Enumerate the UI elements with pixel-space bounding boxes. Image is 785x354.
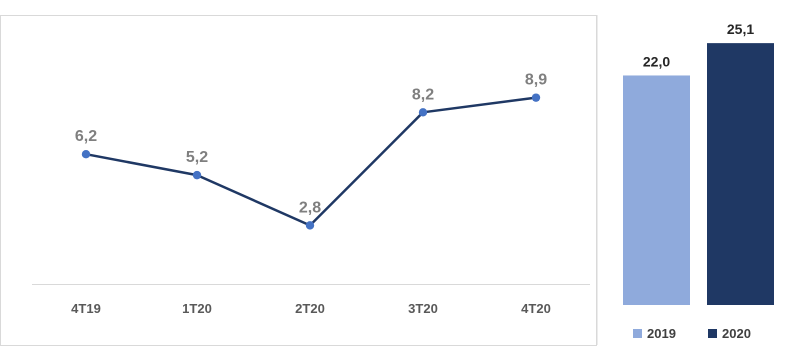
- legend-swatch-2019: [633, 329, 642, 338]
- line-data-label-4t20: 8,9: [525, 72, 547, 89]
- x-tick-label-4t20: 4T20: [521, 301, 551, 316]
- line-data-label-1t20: 5,2: [186, 149, 208, 166]
- legend-label-2020: 2020: [722, 326, 751, 341]
- line-data-label-2t20: 2,8: [299, 199, 321, 216]
- bar-data-label-2020: 25,1: [727, 21, 754, 37]
- line-point-1t20: [192, 170, 202, 180]
- line-point-2t20: [305, 221, 315, 230]
- x-tick-label-3t20: 3T20: [408, 301, 438, 316]
- x-tick-label-2t20: 2T20: [295, 301, 325, 316]
- line-point-4t20: [531, 93, 541, 102]
- x-tick-label-1t20: 1T20: [182, 301, 212, 316]
- line-point-3t20: [418, 108, 428, 117]
- line-point-4t19: [81, 149, 91, 159]
- bar-data-label-2019: 22,0: [643, 53, 670, 69]
- line-data-label-4t19: 6,2: [75, 128, 97, 145]
- line-data-label-3t20: 8,2: [412, 86, 434, 103]
- bar-2020: [707, 43, 774, 306]
- bar-chart: 22,0 25,1 2019 2020: [623, 21, 774, 341]
- bar-2019: [623, 75, 690, 305]
- line-chart-frame: [0, 15, 597, 346]
- legend-label-2019: 2019: [647, 326, 676, 341]
- x-tick-label-4t19: 4T19: [71, 301, 101, 316]
- legend-swatch-2020: [708, 329, 717, 338]
- line-chart: 6,2 4T19 5,2 1T20 2,8 2T20 8,2 3T20 8,9 4T20: [71, 72, 551, 316]
